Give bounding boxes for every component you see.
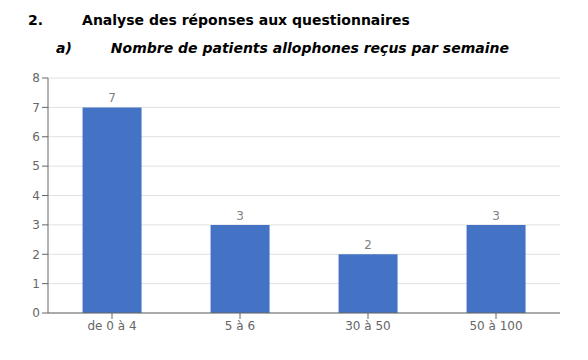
svg-text:4: 4	[32, 189, 40, 203]
html-text:2. Analyse des réponses aux qu: 2. Analyse des réponses aux questionnair…	[28, 12, 410, 28]
svg-text:50 à 100: 50 à 100	[469, 319, 522, 333]
svg-text:7: 7	[108, 91, 116, 105]
svg-text:3: 3	[236, 209, 244, 223]
svg-text:2: 2	[364, 238, 372, 252]
svg-text:6: 6	[32, 130, 40, 144]
svg-text:5 à 6: 5 à 6	[225, 319, 255, 333]
svg-text:8: 8	[32, 71, 40, 85]
svg-text:0: 0	[32, 306, 40, 320]
svg-text:de 0 à 4: de 0 à 4	[87, 319, 136, 333]
svg-text:2: 2	[32, 248, 40, 262]
svg-text:30 à 50: 30 à 50	[345, 319, 391, 333]
svg-text:1: 1	[32, 277, 40, 291]
svg-text:5: 5	[32, 159, 40, 173]
html-text:a) Nombre de patients allophon: a) Nombre de patients allophones reçus p…	[56, 40, 509, 56]
svg-text:3: 3	[32, 218, 40, 232]
svg-text:7: 7	[32, 101, 40, 115]
svg-text:3: 3	[492, 209, 500, 223]
